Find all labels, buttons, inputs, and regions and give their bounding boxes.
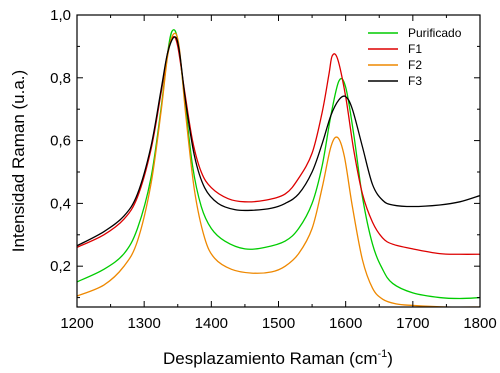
x-tick-label: 1400 bbox=[195, 315, 228, 332]
series-line-f3 bbox=[77, 36, 480, 247]
legend-label-f2: F2 bbox=[408, 58, 422, 72]
y-axis-label: Intensidad Raman (u.a.) bbox=[9, 70, 28, 252]
legend-label-f1: F1 bbox=[408, 42, 422, 56]
series-line-f2 bbox=[77, 32, 480, 307]
ticks-layer: 1200 1300 1400 1500 1600 1700 1800 0,2 0,4 0,6 0,8… bbox=[50, 7, 497, 332]
legend: Purificado F1 F2 F3 bbox=[368, 26, 462, 88]
x-tick-label: 1800 bbox=[463, 315, 496, 332]
y-tick-label: 0,2 bbox=[50, 258, 71, 275]
y-tick-label: 0,6 bbox=[50, 133, 71, 150]
y-tick-label: 1,0 bbox=[50, 7, 71, 24]
x-tick-label: 1500 bbox=[262, 315, 295, 332]
x-tick-label: 1300 bbox=[127, 315, 160, 332]
legend-label-purificado: Purificado bbox=[408, 26, 462, 40]
y-tick-label: 0,4 bbox=[50, 195, 71, 212]
x-axis-label-tail: ) bbox=[387, 349, 393, 368]
x-tick-label: 1200 bbox=[60, 315, 93, 332]
x-tick-label: 1700 bbox=[396, 315, 429, 332]
series-layer bbox=[77, 29, 480, 307]
x-axis-label-main: Desplazamiento Raman (cm bbox=[163, 349, 377, 368]
legend-label-f3: F3 bbox=[408, 74, 422, 88]
x-axis-label: Desplazamiento Raman (cm-1) bbox=[163, 348, 393, 368]
x-tick-label: 1600 bbox=[329, 315, 362, 332]
x-axis-label-superscript: -1 bbox=[378, 348, 388, 360]
y-tick-label: 0,8 bbox=[50, 70, 71, 87]
